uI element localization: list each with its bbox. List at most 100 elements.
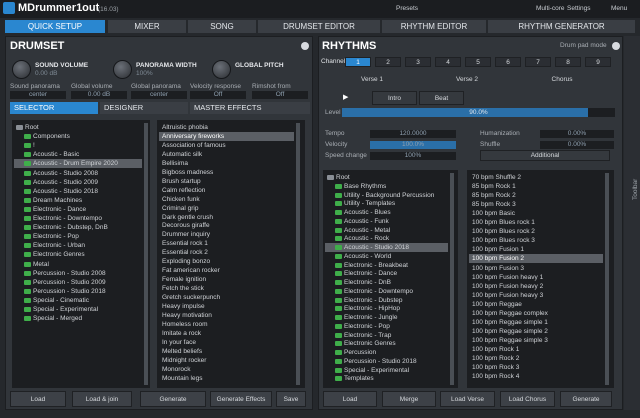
list-item[interactable]: 100 bpm Blues rock 3 bbox=[472, 237, 535, 245]
list-item[interactable]: 100 bpm Blues rock 2 bbox=[472, 228, 535, 236]
tree-item[interactable]: Electronic - Jungle bbox=[344, 314, 398, 321]
part-button[interactable]: Intro bbox=[372, 91, 417, 105]
list-item[interactable]: Melted beliefs bbox=[162, 347, 203, 355]
tree-item[interactable]: ! bbox=[33, 142, 35, 150]
list-item[interactable]: 100 bpm Rock 1 bbox=[472, 345, 520, 353]
list-item[interactable]: Bigboss madness bbox=[162, 168, 214, 176]
tree-item[interactable]: Acoustic - World bbox=[344, 252, 392, 260]
list-item[interactable]: Anniversary fireworks bbox=[159, 131, 294, 141]
tree-item[interactable]: Electronic - Dubstep, DnB bbox=[33, 224, 108, 232]
list-item[interactable]: Decorous giraffe bbox=[162, 222, 210, 230]
list-item[interactable]: 100 bpm Rock 2 bbox=[472, 355, 520, 362]
list-item[interactable]: Heavy impulse bbox=[162, 303, 205, 310]
tree-item[interactable]: Special - Experimental bbox=[33, 306, 99, 313]
list-item[interactable]: Imitate a rock bbox=[162, 329, 202, 337]
tree-item[interactable]: Acoustic - Basic bbox=[33, 151, 80, 159]
tree-item[interactable]: Electronic - DnB bbox=[344, 279, 391, 286]
tree-item[interactable]: Electronic - Pop bbox=[344, 322, 390, 330]
list-item[interactable]: Mountain legs bbox=[162, 374, 203, 382]
control-bar[interactable] bbox=[540, 130, 614, 138]
list-item[interactable]: 100 bpm Fusion 2 bbox=[469, 254, 603, 264]
sub-tab[interactable]: DESIGNER bbox=[100, 102, 188, 114]
channel-button[interactable]: 5 bbox=[465, 57, 491, 67]
main-tab[interactable]: SONG bbox=[188, 20, 256, 33]
list-item[interactable]: Fat american rocker bbox=[162, 267, 220, 275]
main-tab[interactable]: QUICK SETUP bbox=[5, 20, 105, 33]
tree-item[interactable]: Electronic - Urban bbox=[33, 242, 86, 250]
tree-item[interactable]: Acoustic - Metal bbox=[344, 226, 391, 234]
list-item[interactable]: 85 bpm Rock 1 bbox=[472, 183, 516, 191]
toolbar-label[interactable]: Toolbar bbox=[632, 178, 639, 200]
help-icon[interactable] bbox=[301, 42, 309, 50]
channel-button[interactable]: 2 bbox=[375, 57, 401, 67]
button[interactable]: Generate Effects bbox=[210, 391, 272, 407]
presets-button[interactable]: Presets bbox=[396, 5, 419, 12]
list-item[interactable]: Brush startup bbox=[162, 177, 201, 185]
help-icon[interactable] bbox=[612, 42, 620, 50]
control-bar[interactable] bbox=[370, 130, 456, 138]
tree-item[interactable]: Percussion - Studio 2009 bbox=[33, 278, 106, 286]
list-item[interactable]: Essential rock 1 bbox=[162, 240, 208, 248]
tree-item[interactable]: Utility - Background Percussion bbox=[344, 191, 435, 199]
scrollbar[interactable] bbox=[296, 123, 300, 385]
list-item[interactable]: 100 bpm Basic bbox=[472, 210, 515, 218]
param-value[interactable]: 0.00 dB bbox=[71, 91, 127, 99]
list-item[interactable]: Monorock bbox=[162, 365, 191, 373]
list-item[interactable]: Drummer inquiry bbox=[162, 231, 211, 239]
list-item[interactable]: 100 bpm Reggae simple 1 bbox=[472, 318, 548, 326]
list-item[interactable]: Fetch the stick bbox=[162, 285, 204, 293]
list-item[interactable]: 100 bpm Fusion heavy 1 bbox=[472, 273, 544, 281]
list-item[interactable]: 100 bpm Reggae bbox=[472, 300, 522, 308]
knob[interactable] bbox=[212, 60, 231, 79]
tree-item[interactable]: Root bbox=[25, 124, 39, 131]
tree-item[interactable]: Components bbox=[33, 133, 70, 141]
list-item[interactable]: Calm reflection bbox=[162, 186, 206, 194]
list-item[interactable]: Bellisima bbox=[162, 159, 189, 167]
tree-item[interactable]: Acoustic - Studio 2018 bbox=[33, 187, 99, 195]
list-item[interactable]: 100 bpm Fusion 3 bbox=[472, 264, 525, 272]
tree-item[interactable]: Percussion bbox=[344, 349, 377, 356]
tree-item[interactable]: Acoustic - Funk bbox=[344, 217, 389, 225]
button[interactable]: Generate bbox=[560, 391, 612, 407]
button[interactable]: Load Verse bbox=[440, 391, 495, 407]
tree-item[interactable]: Metal bbox=[33, 260, 49, 268]
list-item[interactable]: Essential rock 2 bbox=[162, 249, 208, 257]
list-item[interactable]: 100 bpm Reggae complex bbox=[472, 309, 548, 317]
list-item[interactable]: Criminal grip bbox=[162, 204, 199, 212]
button[interactable]: Merge bbox=[382, 391, 436, 407]
tree-item[interactable]: Percussion - Studio 2008 bbox=[33, 269, 106, 277]
play-icon[interactable]: ▶ bbox=[343, 94, 349, 101]
tree-item[interactable]: Electronic - HipHop bbox=[344, 305, 400, 313]
tree-item[interactable]: Special - Cinematic bbox=[33, 296, 89, 304]
list-item[interactable]: Dark gentle crush bbox=[162, 213, 213, 221]
list-item[interactable]: 100 bpm Rock 3 bbox=[472, 364, 520, 372]
tree-item[interactable]: Acoustic - Studio 2018 bbox=[344, 244, 410, 251]
tree-item[interactable]: Base Rhythms bbox=[344, 182, 387, 190]
list-item[interactable]: Automatic silk bbox=[162, 150, 203, 158]
list-item[interactable]: Altruistic phobia bbox=[162, 124, 208, 131]
channel-button[interactable]: 9 bbox=[585, 57, 611, 67]
tree-item[interactable]: Electronic - Breakbeat bbox=[344, 261, 408, 269]
tree-item[interactable]: Electronic - Dance bbox=[344, 270, 398, 278]
tree-item[interactable]: Electronic Genres bbox=[33, 251, 85, 259]
tree-item[interactable]: Electronic - Dance bbox=[33, 205, 87, 213]
list-item[interactable]: 70 bpm Shuffle 2 bbox=[472, 174, 522, 181]
main-tab[interactable]: DRUMSET EDITOR bbox=[258, 20, 380, 33]
part-button[interactable]: Beat bbox=[419, 91, 464, 105]
list-item[interactable]: In your face bbox=[162, 338, 196, 346]
channel-button[interactable]: 6 bbox=[495, 57, 521, 67]
channel-button[interactable]: 7 bbox=[525, 57, 551, 67]
scrollbar[interactable] bbox=[144, 123, 148, 385]
button[interactable]: Load bbox=[10, 391, 66, 407]
tree-item[interactable]: Templates bbox=[344, 375, 374, 383]
tree-item[interactable]: Acoustic - Drum Empire 2020 bbox=[33, 160, 118, 168]
sub-tab[interactable]: SELECTOR bbox=[10, 102, 98, 114]
list-item[interactable]: Heavy motivation bbox=[162, 311, 212, 319]
list-item[interactable]: 100 bpm Reggae simple 2 bbox=[472, 327, 548, 335]
tree-item[interactable]: Acoustic - Studio 2009 bbox=[33, 178, 99, 186]
additional-button[interactable]: Additional bbox=[480, 150, 610, 161]
tree-item[interactable]: Electronic - Downtempo bbox=[33, 215, 102, 222]
control-bar[interactable] bbox=[370, 152, 456, 160]
list-item[interactable]: Exploding bonzo bbox=[162, 258, 211, 266]
menu-button[interactable]: Menu bbox=[611, 5, 628, 12]
